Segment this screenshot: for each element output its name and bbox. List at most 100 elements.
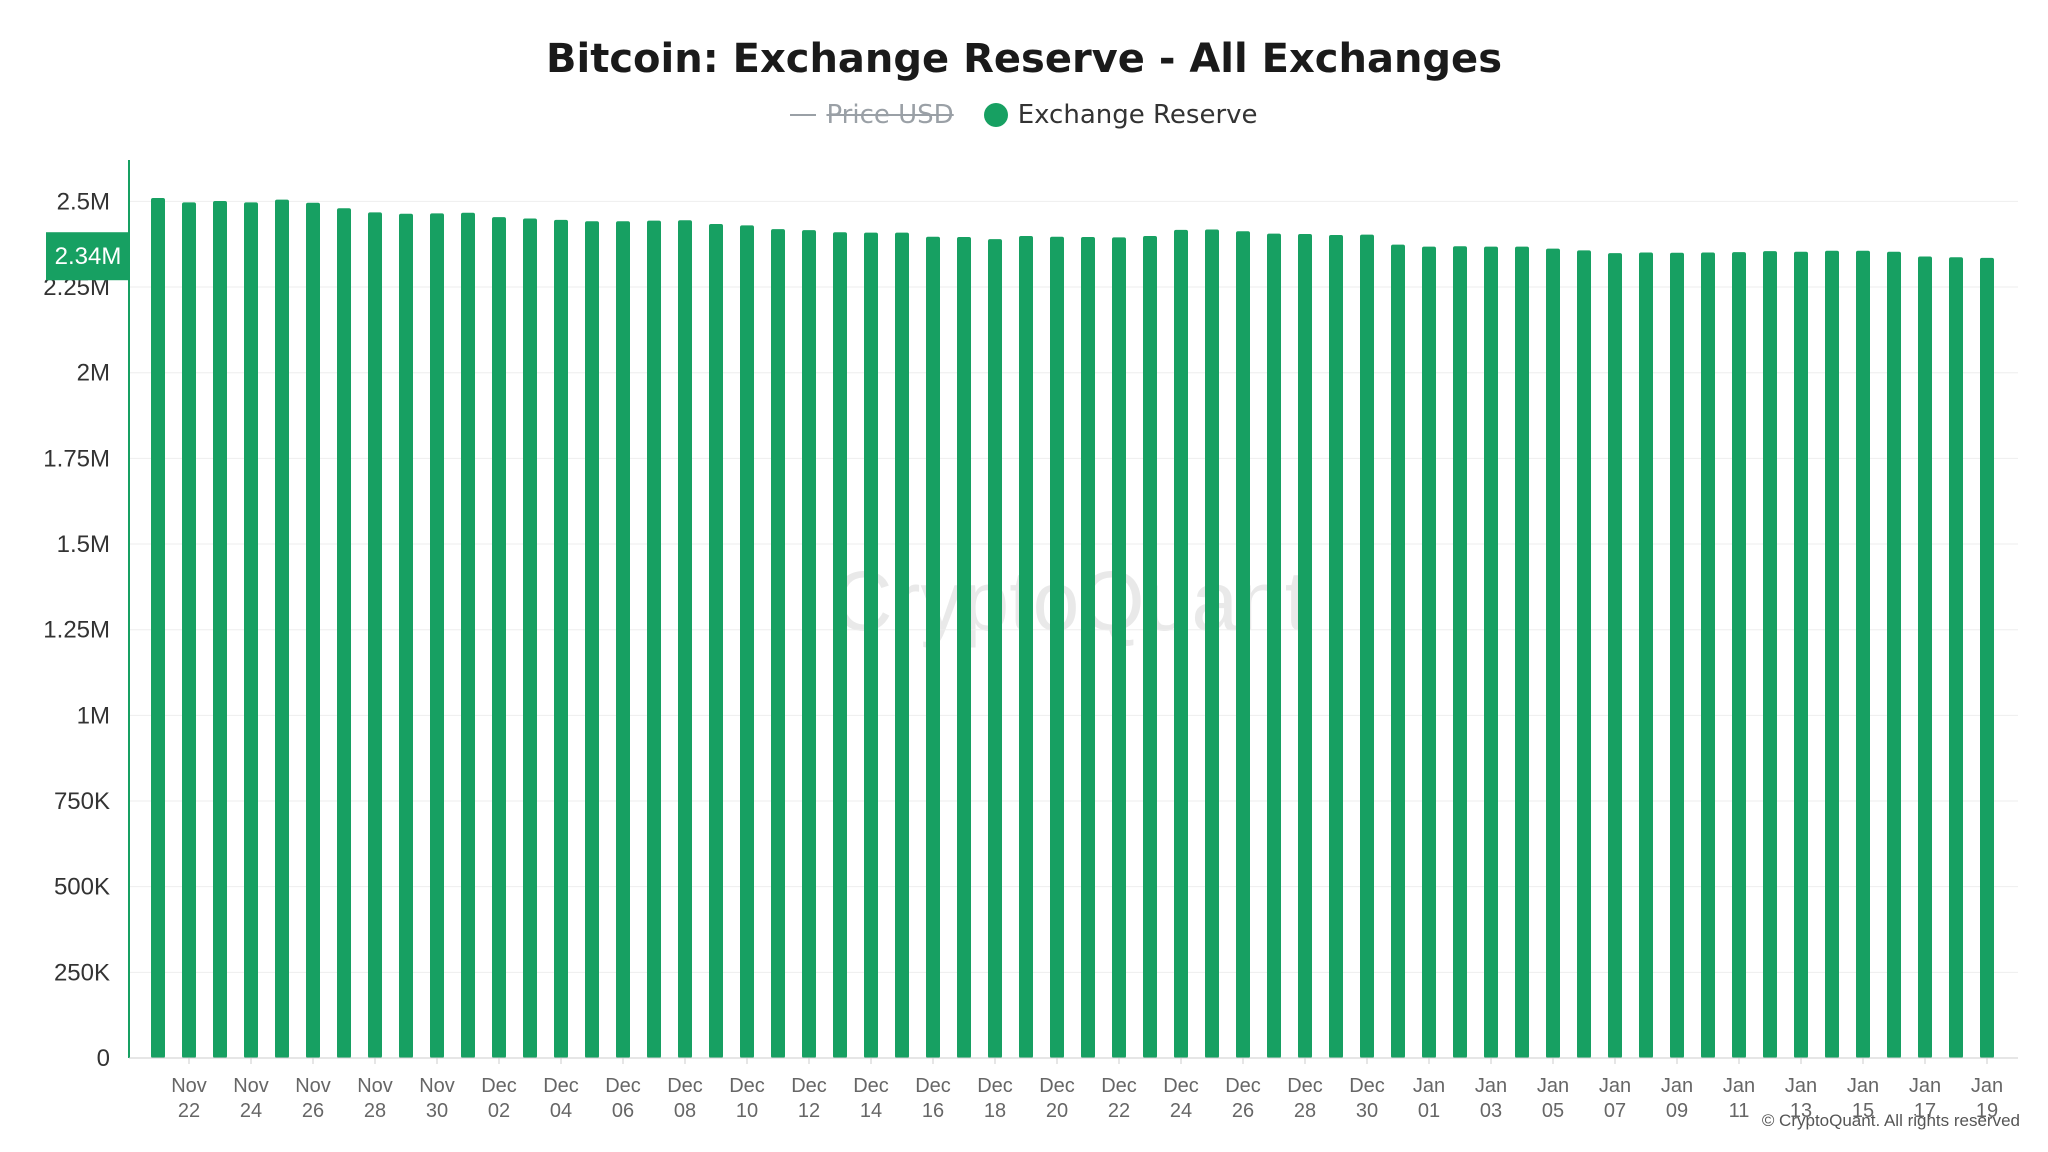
bar[interactable]	[1453, 246, 1467, 1059]
bar[interactable]	[1236, 231, 1250, 1058]
bar[interactable]	[461, 212, 475, 1059]
bar[interactable]	[926, 236, 940, 1059]
bar[interactable]	[1298, 233, 1312, 1059]
bar[interactable]	[1856, 250, 1870, 1059]
legend-label-reserve: Exchange Reserve	[1017, 100, 1258, 130]
x-tick-label: Dec 08	[667, 1075, 703, 1122]
bar[interactable]	[213, 201, 227, 1058]
bar[interactable]	[182, 202, 196, 1059]
bar[interactable]	[1391, 244, 1405, 1058]
watermark: CryptoQuant	[832, 554, 1308, 648]
x-tick-label: Jan 17	[1909, 1075, 1941, 1122]
bar[interactable]	[1670, 252, 1684, 1058]
bar[interactable]	[802, 230, 816, 1059]
bar[interactable]	[275, 199, 289, 1059]
bar[interactable]	[1546, 248, 1560, 1058]
x-tick-label: Jan 01	[1413, 1075, 1445, 1122]
bar[interactable]	[337, 208, 351, 1059]
bar[interactable]	[1918, 256, 1932, 1058]
y-tick-label: 250K	[54, 959, 110, 986]
bar[interactable]	[1639, 252, 1653, 1058]
y-tick-label: 1M	[77, 702, 110, 729]
legend-item-price-usd[interactable]: Price USD	[790, 100, 954, 130]
bar[interactable]	[864, 232, 878, 1058]
bar[interactable]	[585, 221, 599, 1059]
bar[interactable]	[244, 202, 258, 1059]
bar[interactable]	[430, 213, 444, 1058]
bar[interactable]	[1484, 246, 1498, 1059]
bar[interactable]	[1515, 246, 1529, 1059]
bar[interactable]	[1329, 234, 1343, 1058]
y-tick-label: 2M	[77, 360, 110, 387]
x-tick-label: Nov 28	[357, 1075, 393, 1122]
bar[interactable]	[1019, 236, 1033, 1058]
chart-title: Bitcoin: Exchange Reserve - All Exchange…	[546, 36, 1502, 82]
x-tick-label: Nov 26	[295, 1075, 331, 1122]
bar[interactable]	[1763, 251, 1777, 1059]
x-tick-label: Dec 02	[481, 1075, 517, 1122]
y-tick-label: 1.25M	[43, 617, 110, 644]
bar[interactable]	[554, 219, 568, 1058]
bar[interactable]	[1825, 250, 1839, 1059]
bar[interactable]	[1360, 234, 1374, 1058]
bar[interactable]	[1081, 237, 1095, 1058]
bar[interactable]	[1608, 253, 1622, 1058]
bar[interactable]	[1205, 229, 1219, 1059]
x-tick-label: Nov 24	[233, 1075, 269, 1122]
legend-label-price: Price USD	[826, 100, 954, 130]
current-value-badge-bg	[46, 232, 130, 281]
bar[interactable]	[1422, 246, 1436, 1059]
bar[interactable]	[1732, 252, 1746, 1058]
x-tick-label: Jan 05	[1537, 1075, 1569, 1122]
bar[interactable]	[616, 221, 630, 1059]
bar[interactable]	[895, 232, 909, 1058]
bar[interactable]	[1143, 236, 1157, 1058]
bar[interactable]	[399, 213, 413, 1058]
bar[interactable]	[306, 202, 320, 1059]
x-tick-label: Jan 03	[1475, 1075, 1507, 1122]
x-tick-label: Dec 24	[1163, 1075, 1199, 1122]
x-tick-label: Dec 20	[1039, 1075, 1075, 1122]
bars	[151, 197, 1994, 1059]
bar[interactable]	[1887, 251, 1901, 1058]
bar[interactable]	[833, 232, 847, 1059]
x-tick-label: Nov 30	[419, 1075, 455, 1122]
bar[interactable]	[368, 212, 382, 1059]
x-tick-label: Dec 28	[1287, 1075, 1323, 1122]
bar[interactable]	[1267, 233, 1281, 1059]
x-tick-label: Jan 11	[1723, 1075, 1755, 1122]
x-axis-ticks: Nov 22 Nov 24 Nov 26 Nov 28 Nov 30 Dec 02 Dec 04 Dec 06…	[171, 1058, 2003, 1122]
bar[interactable]	[1577, 250, 1591, 1058]
x-tick-label: Dec 30	[1349, 1075, 1385, 1122]
bar[interactable]	[1050, 236, 1064, 1059]
x-tick-label: Jan 19	[1971, 1075, 2003, 1122]
bar[interactable]	[1949, 257, 1963, 1058]
bar[interactable]	[492, 217, 506, 1059]
bar[interactable]	[988, 239, 1002, 1058]
circle-icon	[983, 103, 1008, 127]
bar[interactable]	[957, 237, 971, 1058]
x-tick-label: Dec 04	[543, 1075, 579, 1122]
bar[interactable]	[523, 218, 537, 1058]
bar[interactable]	[1794, 251, 1808, 1058]
x-tick-label: Dec 26	[1225, 1075, 1261, 1122]
bar[interactable]	[151, 197, 165, 1058]
legend-item-exchange-reserve[interactable]: Exchange Reserve	[983, 100, 1258, 130]
legend: Price USD Exchange Reserve	[0, 100, 2048, 130]
bar[interactable]	[709, 224, 723, 1058]
bar[interactable]	[1980, 257, 1994, 1058]
x-tick-label: Dec 06	[605, 1075, 641, 1122]
bar[interactable]	[1112, 237, 1126, 1058]
x-tick-label: Dec 14	[853, 1075, 889, 1122]
bar[interactable]	[647, 220, 661, 1058]
bar[interactable]	[1701, 252, 1715, 1058]
bar[interactable]	[771, 229, 785, 1058]
bar[interactable]	[1174, 229, 1188, 1059]
bar[interactable]	[678, 220, 692, 1058]
x-tick-label: Dec 10	[729, 1075, 765, 1122]
y-tick-label: 0	[97, 1045, 110, 1072]
y-tick-label: 1.5M	[57, 531, 110, 558]
x-tick-label: Dec 18	[977, 1075, 1013, 1122]
bar[interactable]	[740, 225, 754, 1059]
